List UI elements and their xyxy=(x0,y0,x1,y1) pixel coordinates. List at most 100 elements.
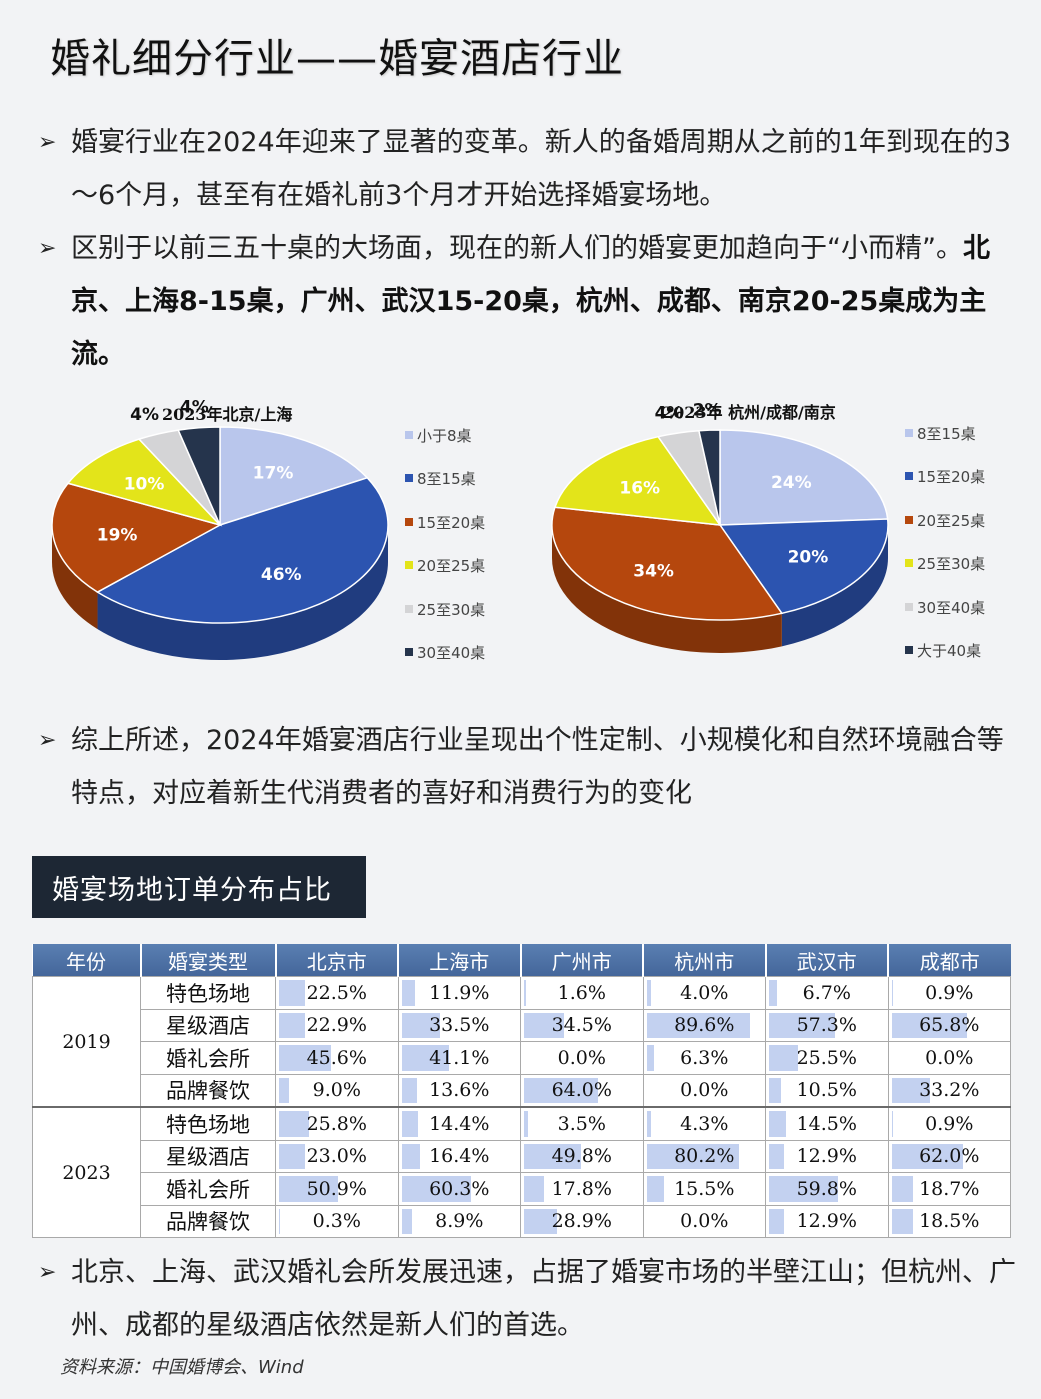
chart-title: 2023年 杭州/成都/南京 xyxy=(662,403,836,422)
share-databar xyxy=(279,1176,338,1202)
share-cell: 60.3% xyxy=(397,1172,521,1206)
share-cell: 0.9% xyxy=(887,1106,1011,1141)
legend-label: 8至15桌 xyxy=(917,425,976,443)
share-value: 50.9% xyxy=(306,1177,367,1200)
table-row: 星级酒店 22.9% 33.5% 34.5% 89.6% 57.3% 65.8% xyxy=(33,1008,1011,1042)
share-databar xyxy=(279,1077,290,1103)
table-header-cell: 婚宴类型 xyxy=(139,944,276,977)
pie-data-label: 2% xyxy=(693,400,722,420)
share-cell: 16.4% xyxy=(397,1139,521,1173)
share-databar xyxy=(401,1143,421,1169)
share-cell: 13.6% xyxy=(397,1073,521,1108)
share-value: 60.3% xyxy=(429,1177,490,1200)
pie-svg: 24% 20% 34% 16% 4% 2% xyxy=(551,400,889,653)
pie-chart-beijing-shanghai: 2023年北京/上海 17% 46% 19% 10% 4% 4% 小于8桌 8至15桌 15至… xyxy=(40,395,510,685)
share-databar xyxy=(769,1077,782,1103)
share-databar xyxy=(646,1012,750,1038)
bullet-text: 北京、上海、武汉婚礼会所发展迅速，占据了婚宴市场的半壁江山；但杭州、广州、成都的… xyxy=(71,1257,1016,1341)
share-value: 18.5% xyxy=(919,1210,980,1233)
share-value: 4.3% xyxy=(680,1112,729,1135)
share-cell: 14.4% xyxy=(397,1106,521,1141)
legend-label: 20至25桌 xyxy=(917,511,986,530)
legend-item: 20至25桌 xyxy=(405,555,485,598)
share-databar xyxy=(524,1012,564,1038)
share-cell: 6.3% xyxy=(642,1041,766,1075)
share-cell: 23.0% xyxy=(275,1139,399,1173)
share-value: 28.9% xyxy=(551,1210,612,1233)
legend-label: 25至30桌 xyxy=(417,600,486,619)
share-value: 14.5% xyxy=(796,1112,857,1135)
pie-chart-hangzhou-chengdu-nanjing: 2023年 杭州/成都/南京 24% 20% 34% 16% 4% 2% 8至15桌 15至… xyxy=(540,393,1010,683)
pie-slice-side xyxy=(51,525,98,630)
share-value: 17.8% xyxy=(551,1177,612,1200)
legend-item: 30至40桌 xyxy=(905,597,985,640)
table-header-cell: 上海市 xyxy=(397,944,521,977)
legend-item: 20至25桌 xyxy=(905,510,985,553)
pie-slice-side xyxy=(97,525,389,660)
share-cell: 14.5% xyxy=(765,1106,889,1141)
share-value: 12.9% xyxy=(796,1145,857,1168)
pie-slice-5 xyxy=(177,426,221,526)
share-databar xyxy=(769,980,777,1006)
share-cell: 0.0% xyxy=(642,1073,766,1108)
pie-data-label: 20% xyxy=(788,548,829,568)
share-cell: 57.3% xyxy=(765,1008,889,1042)
venue-distribution-table: 年份 婚宴类型 北京市 上海市 广州市 杭州市 武汉市 成都市 2019 特色场地 22.5% 11… xyxy=(32,944,1011,1238)
legend-item: 25至30桌 xyxy=(905,553,985,596)
legend-item: 小于8桌 xyxy=(405,425,485,468)
share-value: 59.8% xyxy=(796,1177,857,1200)
year-cell: 2019 xyxy=(32,976,141,1108)
share-value: 13.6% xyxy=(429,1079,490,1102)
venue-type-cell: 特色场地 xyxy=(140,1106,276,1141)
venue-type-cell: 品牌餐饮 xyxy=(140,1073,276,1108)
share-value: 10.5% xyxy=(796,1079,857,1102)
table-row: 婚礼会所 45.6% 41.1% 0.0% 6.3% 25.5% 0.0% xyxy=(33,1041,1011,1075)
legend-swatch xyxy=(405,517,413,526)
bullet-arrow-icon: ➢ xyxy=(38,130,57,155)
share-databar xyxy=(279,1143,306,1169)
share-databar xyxy=(891,1012,968,1038)
share-cell: 18.5% xyxy=(887,1204,1011,1238)
share-databar xyxy=(279,1045,332,1071)
share-value: 25.8% xyxy=(306,1112,367,1135)
share-value: 12.9% xyxy=(796,1210,857,1233)
share-cell: 25.5% xyxy=(765,1041,889,1075)
pie-slice-0 xyxy=(719,429,889,526)
share-cell: 25.8% xyxy=(275,1106,399,1141)
share-cell: 65.8% xyxy=(887,1008,1011,1042)
legend-swatch xyxy=(905,472,913,481)
year-cell: 2023 xyxy=(32,1106,141,1238)
pie-data-label: 4% xyxy=(130,405,159,425)
share-value: 33.2% xyxy=(919,1079,980,1102)
chart-legend: 小于8桌 8至15桌 15至20桌 20至25桌 25至30桌 30至40桌 xyxy=(405,425,485,685)
legend-label: 15至20桌 xyxy=(917,468,986,487)
share-databar xyxy=(524,1111,529,1137)
table-row: 星级酒店 23.0% 16.4% 49.8% 80.2% 12.9% 62.0% xyxy=(33,1139,1011,1173)
share-cell: 10.5% xyxy=(765,1073,889,1108)
share-cell: 4.0% xyxy=(642,976,766,1010)
share-value: 3.5% xyxy=(557,1112,606,1135)
share-cell: 50.9% xyxy=(275,1172,399,1206)
share-databar xyxy=(769,1208,784,1234)
share-value: 89.6% xyxy=(674,1014,735,1037)
legend-item: 大于40桌 xyxy=(905,640,985,683)
legend-swatch xyxy=(405,431,413,439)
pie-data-label: 19% xyxy=(97,526,138,546)
share-cell: 0.0% xyxy=(887,1041,1011,1075)
share-databar xyxy=(279,1111,309,1137)
data-source: 资料来源：中国婚博会、Wind xyxy=(60,1357,304,1378)
pie-slice-2 xyxy=(51,482,222,593)
legend-swatch xyxy=(905,559,913,568)
share-cell: 12.9% xyxy=(765,1204,889,1238)
share-databar xyxy=(769,1111,786,1137)
pie-slice-2 xyxy=(551,506,784,621)
share-cell: 62.0% xyxy=(887,1139,1011,1173)
share-cell: 18.7% xyxy=(887,1172,1011,1206)
pie-svg: 17% 46% 19% 10% 4% 4% xyxy=(51,397,389,660)
share-value: 0.9% xyxy=(925,1112,974,1135)
share-value: 4.0% xyxy=(680,981,729,1004)
share-cell: 28.9% xyxy=(520,1204,644,1238)
share-databar xyxy=(524,1176,545,1202)
bullet-text: 婚宴行业在2024年迎来了显著的变革。新人的备婚周期从之前的1年到现在的3～6个… xyxy=(71,127,1012,211)
share-value: 62.0% xyxy=(919,1145,980,1168)
